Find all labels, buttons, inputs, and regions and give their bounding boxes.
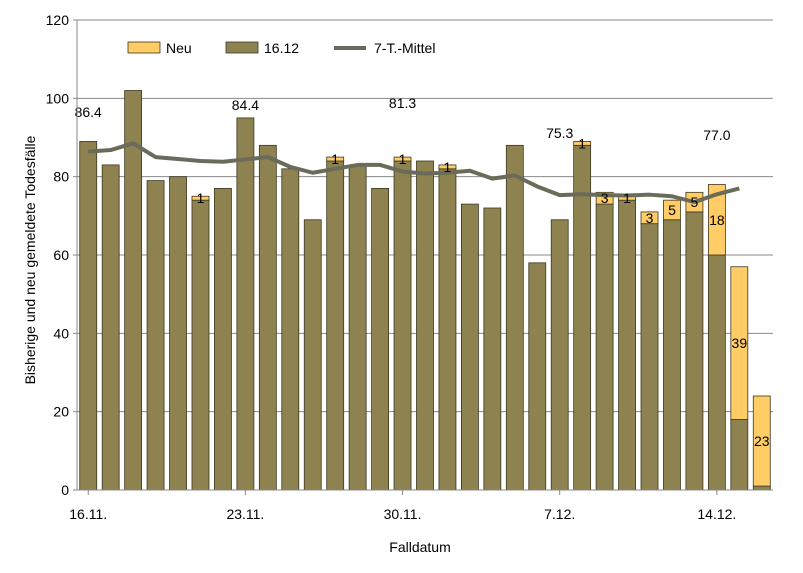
neu-value-label: 39 [732,335,748,351]
y-tick-label: 60 [53,247,69,263]
legend-label-16-12: 16.12 [264,40,299,56]
neu-value-label: 1 [578,135,586,151]
bar-neu [595,191,614,205]
bar-16-12 [101,164,120,491]
bar-16-12 [707,254,726,491]
bar-16-12 [416,160,434,491]
bar-neu [730,266,749,420]
legend-label-neu: Neu [166,40,192,56]
bar-16-12 [685,211,704,491]
neu-value-label: 23 [754,433,770,449]
neu-value-label: 3 [646,210,654,226]
bar-16-12 [371,188,389,491]
x-tick-label: 16.11. [69,506,107,522]
x-tick-label: 23.11. [226,506,264,522]
neu-value-label: 1 [444,159,452,175]
bar-16-12 [79,141,98,491]
average-annotation: 81.3 [389,95,416,111]
bar-16-12 [281,168,300,491]
legend: Neu 16.12 7-T.-Mittel [127,40,435,56]
bar-neu [393,156,412,162]
bar-16-12 [303,219,322,491]
bar-16-12 [483,207,502,491]
bar-16-12 [236,117,255,491]
bar-neu [191,195,210,201]
bar-neu [752,395,771,487]
bar-16-12 [550,219,569,491]
bar-16-12 [618,199,636,491]
neu-value-label: 5 [668,202,676,218]
neu-value-label: 1 [331,151,339,167]
x-tick-label: 14.12. [697,506,736,522]
neu-value-label: 1 [623,190,631,206]
bar-16-12 [640,223,659,491]
bar-16-12 [146,180,165,491]
x-tick-label: 7.12. [544,506,575,522]
bar-16-12 [573,144,592,491]
y-tick-label: 40 [53,325,69,341]
neu-value-label: 5 [691,194,699,210]
bar-16-12 [438,168,457,491]
bar-16-12 [393,160,412,491]
bar-neu [707,184,726,256]
bar-16-12 [752,485,771,491]
bar-16-12 [730,419,749,491]
bar-neu [326,156,345,162]
bar-16-12 [214,188,232,491]
x-axis-title: Falldatum [389,539,450,555]
axes: 0 20 40 60 80 100 120 16.11. 23.11. 30.11. 7.12. 14… [46,12,773,522]
bar-16-12 [169,176,187,491]
legend-swatch-16-12 [225,41,259,54]
bar-16-12 [505,144,524,491]
y-tick-label: 20 [53,404,69,420]
bar-16-12 [348,164,367,491]
y-tick-label: 80 [53,169,69,185]
average-line [88,141,740,205]
y-tick-label: 0 [61,482,69,498]
bar-16-12 [461,203,479,491]
legend-label-average: 7-T.-Mittel [374,40,435,56]
neu-value-label: 1 [399,151,407,167]
bar-16-12 [326,160,345,491]
bars [79,90,771,491]
legend-swatch-neu [127,41,161,54]
average-annotation: 86.4 [75,104,102,120]
x-tick-label: 30.11. [384,506,422,522]
neu-value-label: 18 [709,212,725,228]
y-axis-title: Bisherige und neu gemeldete Todesfälle [22,135,38,384]
bar-neu [640,211,659,225]
bar-16-12 [191,199,210,491]
bar-neu [438,164,457,170]
average-annotation: 84.4 [232,97,259,113]
neu-value-label: 1 [197,190,205,206]
neu-value-label: 3 [601,190,609,206]
bar-16-12 [663,219,681,491]
bar-16-12 [528,262,547,491]
bar-16-12 [595,203,614,491]
moving-average-line [88,141,740,205]
y-tick-label: 120 [46,12,70,28]
average-annotation: 77.0 [703,127,730,143]
average-annotation: 75.3 [546,125,573,141]
bar-neu [573,141,592,146]
bar-16-12 [258,144,277,491]
bar-neu [663,199,681,221]
y-tick-label: 100 [46,90,70,106]
bar-16-12 [124,90,143,491]
